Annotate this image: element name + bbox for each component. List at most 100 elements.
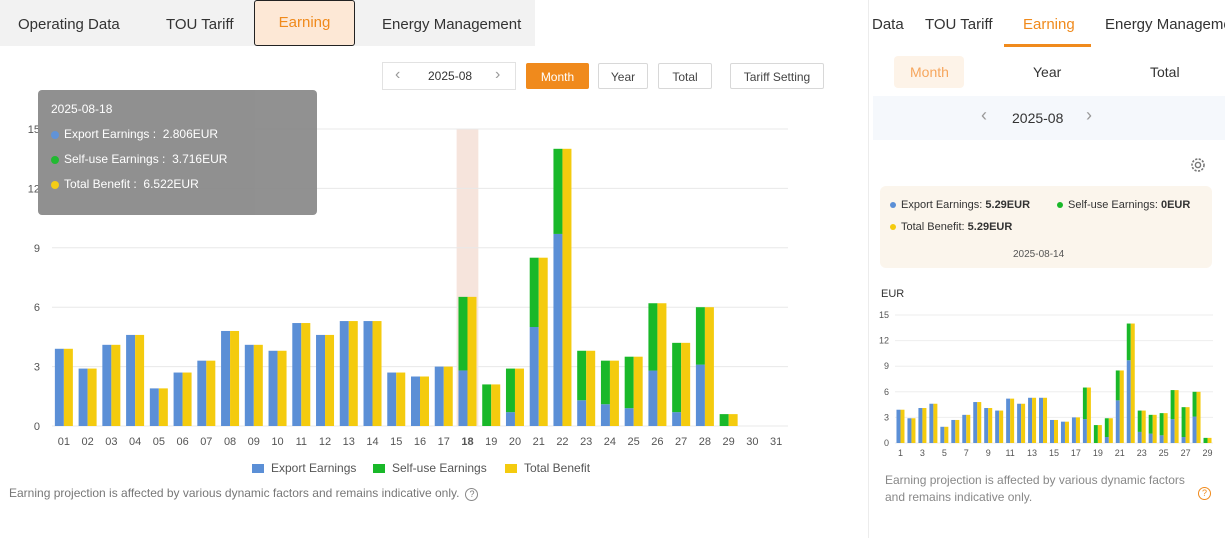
bar-selfuse — [719, 414, 729, 426]
right-month-bg — [894, 56, 964, 88]
x-tick-label: 04 — [129, 436, 141, 448]
bar-total — [657, 303, 667, 426]
right-bar-total — [900, 409, 905, 443]
right-export-label: Export Earnings: — [901, 199, 983, 211]
x-tick-label: 03 — [105, 436, 117, 448]
right-bar-export — [1006, 398, 1011, 443]
right-bar-selfuse — [1126, 323, 1131, 361]
right-bar-export — [896, 409, 901, 443]
bar-selfuse — [648, 303, 658, 371]
help-icon[interactable]: ? — [465, 488, 479, 501]
bar-export — [268, 350, 278, 426]
x-tick-label: 05 — [153, 436, 165, 448]
right-bar-export — [940, 426, 945, 443]
bar-export — [553, 233, 563, 426]
bar-export — [54, 348, 64, 426]
x-tick-label: 10 — [271, 436, 283, 448]
bar-export — [363, 321, 373, 426]
tariff-setting-button[interactable]: Tariff Setting — [730, 63, 824, 89]
right-bar-export — [1159, 435, 1164, 443]
year-button[interactable]: Year — [598, 63, 648, 89]
right-bar-export — [1181, 437, 1186, 443]
right-bar-total — [933, 403, 938, 443]
right-x-tick-label: 17 — [1071, 448, 1081, 458]
bar-export — [221, 330, 231, 426]
bar-total — [87, 368, 97, 426]
legend-total[interactable]: Total Benefit — [505, 461, 590, 475]
bar-total — [325, 334, 335, 426]
right-bar-export — [1104, 437, 1109, 443]
bar-total — [182, 372, 192, 426]
right-info-icon[interactable]: ? — [1198, 483, 1211, 501]
x-tick-label: 06 — [176, 436, 188, 448]
prev-month-icon[interactable]: ‹ — [395, 66, 401, 83]
bar-total — [538, 257, 548, 426]
bar-total — [230, 330, 240, 426]
bar-total — [491, 384, 501, 426]
y-tick-label: 12 — [28, 183, 40, 195]
bar-total — [396, 372, 406, 426]
legend-total-swatch — [505, 464, 517, 474]
month-picker[interactable]: ‹ 2025-08 › — [382, 62, 516, 90]
month-button[interactable]: Month — [526, 63, 589, 89]
bar-total — [420, 376, 429, 426]
right-tab-data[interactable]: Data — [872, 16, 904, 33]
bar-total — [681, 342, 691, 426]
panel-divider — [868, 0, 869, 538]
right-bar-export — [1170, 419, 1175, 443]
right-bar-export — [1028, 397, 1033, 443]
right-selfuse-dot-icon — [1057, 202, 1063, 209]
right-y-tick-label: 3 — [884, 412, 889, 422]
right-bar-selfuse — [1148, 414, 1153, 434]
right-prev-month-icon[interactable]: ‹ — [981, 105, 987, 125]
right-tab-tou-tariff[interactable]: TOU Tariff — [925, 16, 993, 33]
right-total-button[interactable]: Total — [1150, 64, 1180, 80]
x-tick-label: 29 — [723, 436, 735, 448]
bar-selfuse — [529, 257, 539, 327]
right-bar-total — [1075, 417, 1080, 443]
right-bar-total — [977, 402, 982, 443]
bar-export — [387, 372, 397, 426]
x-tick-label: 12 — [319, 436, 331, 448]
earning-note: Earning projection is affected by variou… — [9, 486, 479, 501]
right-bar-export — [929, 403, 934, 443]
bar-selfuse — [600, 360, 610, 405]
bar-export — [624, 408, 634, 426]
right-bar-export — [1060, 421, 1065, 443]
right-bar-export — [1115, 400, 1120, 443]
legend-export-swatch — [252, 464, 264, 474]
right-earning-note: Earning projection is affected by variou… — [885, 473, 1185, 504]
x-tick-label: 22 — [556, 436, 568, 448]
x-tick-label: 28 — [699, 436, 711, 448]
bar-total — [443, 366, 453, 426]
right-total-label: Total Benefit: — [901, 221, 965, 233]
selfuse-dot-icon — [51, 155, 59, 164]
right-bar-total — [1174, 390, 1179, 443]
next-month-icon[interactable]: › — [495, 66, 501, 83]
bar-export — [244, 344, 254, 426]
right-selfuse-value: 0EUR — [1160, 199, 1191, 211]
x-tick-label: 11 — [296, 436, 307, 448]
chart-tooltip: 2025-08-18 Export Earnings : 2.806EUR Se… — [38, 90, 317, 215]
bar-total — [467, 296, 477, 426]
right-next-month-icon[interactable]: › — [1086, 105, 1092, 125]
right-tab-earning[interactable]: Earning — [1023, 16, 1075, 33]
right-month-button[interactable]: Month — [910, 64, 949, 80]
settings-gear-icon[interactable] — [1189, 156, 1207, 174]
legend-export[interactable]: Export Earnings — [252, 461, 356, 475]
bar-total — [728, 414, 738, 426]
tab-energy-management[interactable]: Energy Management — [382, 16, 522, 33]
right-bar-total — [911, 418, 916, 443]
tab-tou-tariff[interactable]: TOU Tariff — [166, 16, 234, 33]
x-tick-label: 21 — [533, 436, 545, 448]
right-summary-card: Export Earnings: 5.29EUR Self-use Earnin… — [880, 186, 1212, 268]
total-button[interactable]: Total — [658, 63, 712, 89]
right-bar-total — [1032, 397, 1037, 443]
tab-operating-data[interactable]: Operating Data — [18, 16, 120, 33]
right-tab-energy-management[interactable]: Energy Managemer — [1105, 16, 1225, 33]
right-year-button[interactable]: Year — [1033, 64, 1062, 80]
legend-selfuse[interactable]: Self-use Earnings — [373, 461, 487, 475]
tab-earning[interactable]: Earning — [254, 0, 355, 46]
right-bar-total — [1043, 397, 1048, 443]
